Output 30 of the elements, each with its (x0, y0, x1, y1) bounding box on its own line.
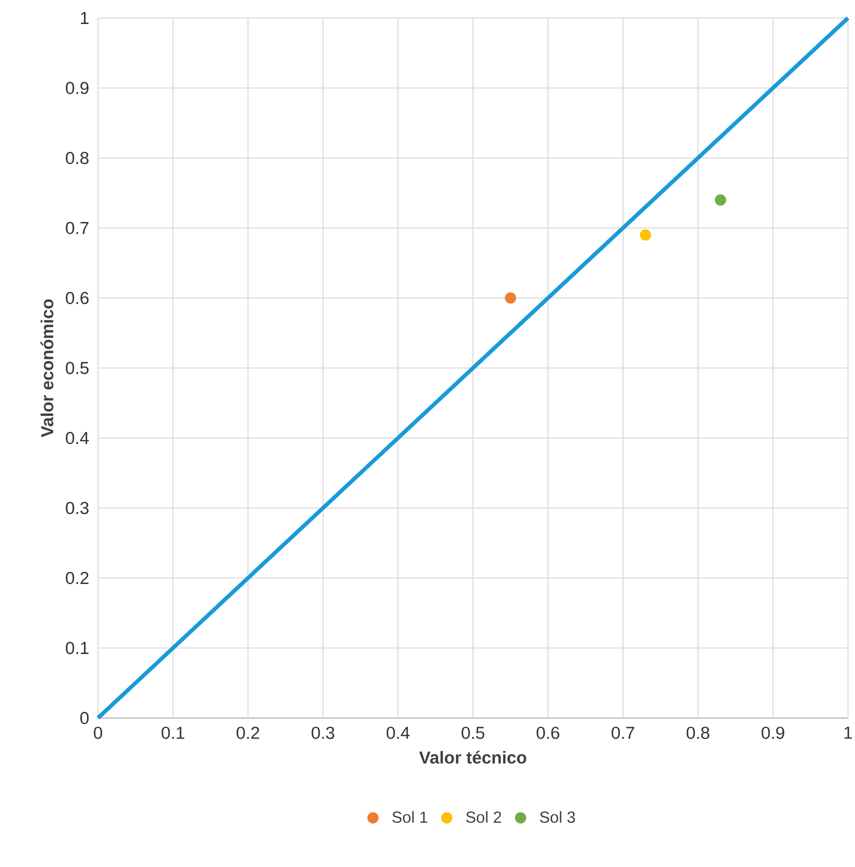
y-tick-label: 0.1 (66, 642, 88, 654)
point (714, 194, 726, 206)
legend-label: Sol 2 (466, 811, 502, 823)
legend-label: Sol 1 (392, 811, 428, 823)
y-tick-label: 0.9 (66, 82, 88, 94)
y-tick-label: 0.3 (66, 502, 89, 514)
x-tick-label: 0.2 (236, 726, 260, 739)
y-tick-label: 1 (80, 12, 88, 24)
x-tick-label: 0.4 (386, 726, 410, 739)
x-tick-label: 0.9 (762, 726, 784, 739)
x-axis-title: Valor técnico (419, 750, 526, 764)
x-tick-label: 0 (94, 726, 102, 739)
point (504, 292, 516, 304)
y-tick-label: 0 (80, 712, 89, 724)
x-tick-label: 1 (844, 726, 852, 739)
legend-label: Sol 3 (540, 811, 575, 823)
x-tick-label: 0.5 (462, 726, 484, 739)
x-tick-label: 0.1 (162, 726, 184, 739)
x-tick-label: 0.8 (686, 726, 710, 739)
y-tick-label: 0.5 (66, 362, 89, 374)
x-tick-label: 0.6 (536, 726, 560, 739)
point (640, 229, 652, 241)
x-tick-label: 0.3 (312, 726, 334, 739)
y-tick-label: 0.2 (66, 572, 88, 584)
y-tick-label: 0.6 (66, 292, 89, 304)
y-tick-label: 0.4 (66, 432, 89, 444)
x-tick-label: 0.7 (612, 726, 634, 739)
y-tick-label: 0.7 (66, 222, 88, 234)
y-axis-title: Valor económico (40, 299, 54, 438)
y-tick-label: 0.8 (66, 152, 89, 164)
